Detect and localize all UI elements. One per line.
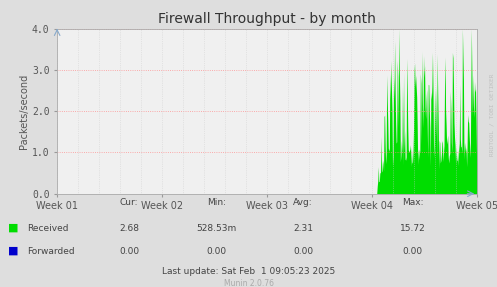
Text: Min:: Min: — [207, 198, 226, 207]
Text: ■: ■ — [8, 246, 19, 256]
Text: 0.00: 0.00 — [206, 247, 226, 256]
Text: 2.31: 2.31 — [293, 224, 313, 233]
Text: Forwarded: Forwarded — [27, 247, 75, 256]
Text: 528.53m: 528.53m — [196, 224, 236, 233]
Y-axis label: Packets/second: Packets/second — [19, 73, 29, 149]
Text: RRDTOOL / TOBI OETIKER: RRDTOOL / TOBI OETIKER — [490, 73, 495, 156]
Text: Received: Received — [27, 224, 69, 233]
Title: Firewall Throughput - by month: Firewall Throughput - by month — [158, 12, 376, 26]
Text: Max:: Max: — [402, 198, 423, 207]
Text: ■: ■ — [8, 223, 19, 233]
Text: 15.72: 15.72 — [400, 224, 425, 233]
Text: Cur:: Cur: — [120, 198, 139, 207]
Text: 2.68: 2.68 — [119, 224, 139, 233]
Text: 0.00: 0.00 — [293, 247, 313, 256]
Text: 0.00: 0.00 — [119, 247, 139, 256]
Text: Munin 2.0.76: Munin 2.0.76 — [224, 279, 273, 287]
Text: Avg:: Avg: — [293, 198, 313, 207]
Text: 0.00: 0.00 — [403, 247, 422, 256]
Text: Last update: Sat Feb  1 09:05:23 2025: Last update: Sat Feb 1 09:05:23 2025 — [162, 267, 335, 276]
